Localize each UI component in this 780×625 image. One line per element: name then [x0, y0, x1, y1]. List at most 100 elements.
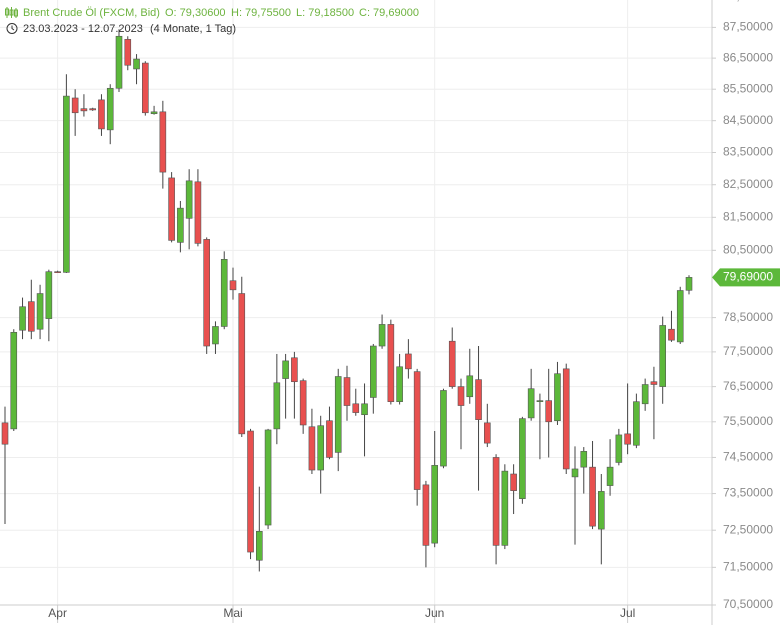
y-tick-label: 81,50000	[723, 209, 773, 223]
candle-body	[457, 386, 465, 406]
candle-body	[317, 425, 324, 471]
candle-body	[54, 271, 61, 273]
y-tick-label: 84,50000	[723, 113, 773, 127]
candle-body	[247, 430, 254, 553]
y-tick-label: 83,50000	[723, 145, 773, 159]
candle-body	[71, 97, 79, 114]
y-tick-label: 85,50000	[723, 81, 773, 95]
candle-body	[484, 422, 491, 444]
candle-body	[396, 366, 403, 402]
candle-body	[606, 466, 614, 486]
candle-body	[80, 108, 88, 112]
ohlc-close: C: 79,69000	[359, 7, 419, 19]
y-tick-label: 71,50000	[723, 560, 773, 574]
candle-body	[168, 177, 175, 241]
candle-body	[554, 373, 561, 422]
candle-body	[352, 403, 360, 413]
candle-body	[545, 400, 552, 423]
candle-body	[422, 484, 430, 546]
candle-body	[378, 324, 386, 347]
candle-body	[650, 381, 658, 385]
candle-body	[326, 420, 333, 458]
y-tick-label: 77,50000	[723, 344, 773, 358]
candle-body	[89, 108, 96, 111]
axis-labels: 88,50000 87,50000 86,50000 85,50000 84,50000…	[48, 0, 780, 623]
candle-body	[98, 99, 105, 130]
candle-body	[527, 388, 535, 419]
y-tick-label: 86,50000	[723, 50, 773, 64]
y-tick-label: 72,50000	[723, 522, 773, 536]
grid	[0, 0, 712, 606]
candle-body	[466, 375, 474, 398]
x-tick-label: Jun	[425, 606, 444, 620]
candle-body	[501, 470, 509, 546]
candle-body	[405, 353, 412, 370]
candle-body	[282, 360, 289, 379]
candle-body	[571, 468, 579, 478]
candle-body	[177, 207, 184, 243]
candle-body	[510, 473, 517, 491]
candle-body	[1, 422, 9, 445]
date-range: 23.03.2023 - 12.07.2023	[23, 23, 143, 35]
candle-body	[106, 87, 114, 131]
candle-body	[440, 390, 447, 467]
candle-body	[343, 377, 351, 406]
candle-body	[676, 290, 684, 343]
candle-body	[142, 62, 149, 114]
y-tick-label: 76,50000	[723, 379, 773, 393]
candle-body	[115, 35, 123, 89]
x-tick-label: Apr	[48, 606, 67, 620]
y-tick-label: 82,50000	[723, 177, 773, 191]
candle-body	[238, 293, 246, 435]
candle-body	[536, 400, 544, 402]
candle-body	[28, 301, 35, 332]
candle-body	[264, 429, 272, 526]
title: Brent Crude Öl (FXCM, Bid)	[23, 7, 160, 19]
candle-body	[615, 434, 623, 463]
candle-body	[185, 180, 193, 219]
candle-body	[387, 324, 395, 402]
candle-body	[448, 340, 456, 387]
y-tick-label: 70,50000	[723, 597, 773, 611]
y-tick-label: 73,50000	[723, 486, 773, 500]
candle-body	[685, 277, 693, 291]
candle-body	[519, 418, 526, 499]
x-tick-label: Mai	[223, 606, 242, 620]
candle-body	[10, 331, 18, 430]
candle-body	[598, 491, 605, 530]
candle-body	[63, 95, 70, 273]
candle-body	[589, 466, 596, 527]
candle-body	[475, 379, 482, 420]
y-tick-label: 80,50000	[723, 243, 773, 257]
candle-body	[212, 326, 219, 345]
y-tick-label: 87,50000	[723, 20, 773, 34]
candles	[1, 29, 693, 572]
candle-body	[194, 181, 202, 244]
candle-body	[492, 457, 500, 546]
header: Brent Crude Öl (FXCM, Bid) O: 79,30600 H…	[5, 7, 419, 35]
y-tick-label: 74,50000	[723, 450, 773, 464]
candle-body	[256, 531, 263, 561]
candle-body	[291, 357, 298, 383]
candle-body	[150, 111, 158, 115]
ohlc-open: O: 79,30600	[165, 7, 226, 19]
candle-body	[124, 39, 132, 66]
candle-body	[273, 382, 281, 430]
clock-icon	[6, 23, 18, 34]
last-price-tag	[712, 268, 780, 287]
x-tick-label: Jul	[620, 606, 635, 620]
candle-body	[133, 58, 140, 70]
candle-body	[334, 376, 342, 453]
candle-body	[159, 111, 167, 173]
candle-body	[668, 328, 675, 341]
candle-body	[229, 280, 237, 291]
candle-body	[203, 239, 210, 347]
candle-body	[562, 368, 570, 470]
ohlc-low: L: 79,18500	[296, 7, 354, 19]
y-tick-label: 78,50000	[723, 310, 773, 324]
candle-body	[633, 401, 640, 446]
last-price-label: 79,69000	[723, 270, 773, 284]
candle-body	[413, 371, 421, 490]
candle-body	[431, 465, 438, 544]
